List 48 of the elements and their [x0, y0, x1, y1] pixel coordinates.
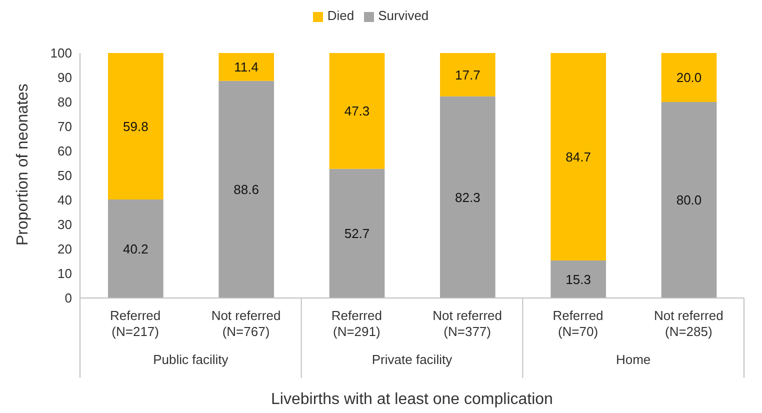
x-tick-label: Referred (N=217): [110, 308, 161, 339]
bar: [661, 53, 717, 102]
x-tick-label: Not referred (N=285): [654, 308, 724, 339]
data-label: 11.4: [234, 60, 259, 75]
text: Home: [616, 352, 651, 367]
bar: [329, 168, 385, 298]
text: Public facility: [153, 352, 229, 367]
data-label: 20.0: [676, 70, 702, 86]
data-label: 82.3: [455, 190, 480, 205]
data-label: 47.3: [344, 104, 370, 119]
data-label: 59.8: [123, 118, 148, 134]
legend-label: Died: [327, 8, 354, 23]
bar: [108, 200, 164, 298]
data-label: 88.6: [234, 182, 259, 198]
y-tick-label: 40: [58, 192, 72, 208]
bar: [218, 53, 274, 81]
bar: [218, 80, 274, 298]
x-axis-title: Livebirths with at least one complication: [271, 391, 553, 408]
data-label: 17.7: [455, 67, 480, 82]
bar: [440, 53, 496, 96]
bar: [661, 102, 717, 298]
y-tick-label: 10: [58, 266, 72, 282]
x-tick-label: Referred (N=291): [331, 308, 382, 339]
bar: [550, 53, 606, 261]
text: Private facility: [372, 352, 453, 367]
bar: [440, 96, 496, 298]
y-tick-label: 60: [58, 144, 72, 159]
y-axis-title: Proportion of neonates: [14, 84, 32, 246]
data-label: 84.7: [566, 149, 591, 164]
y-tick-label: 0: [64, 290, 72, 306]
x-tick-label: Not referred (N=767): [211, 308, 281, 339]
bar: [108, 53, 164, 200]
bar: [329, 53, 385, 169]
y-tick-label: 20: [58, 242, 72, 257]
y-tick-label: 80: [58, 94, 72, 110]
y-tick-label: 70: [58, 119, 72, 134]
legend-label: Survived: [378, 8, 429, 23]
y-tick-label: 50: [58, 168, 72, 184]
data-label: 40.2: [123, 241, 148, 256]
y-tick-label: 100: [50, 46, 72, 61]
bar: [550, 260, 606, 298]
data-label: 15.3: [566, 272, 591, 287]
x-tick-label: Referred (N=70): [552, 308, 604, 339]
data-label: 52.7: [344, 226, 370, 242]
y-tick-label: 30: [58, 217, 72, 232]
y-tick-label: 90: [58, 70, 72, 86]
x-tick-label: Not referred (N=377): [432, 308, 502, 339]
data-label: 80.0: [676, 192, 702, 208]
